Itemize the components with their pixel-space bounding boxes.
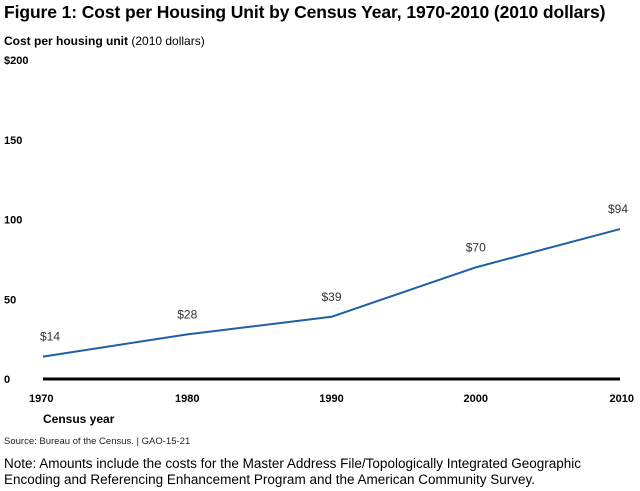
y-axis-label-main: Cost per housing unit xyxy=(4,34,128,48)
x-axis-label: Census year xyxy=(43,412,115,426)
data-label: $70 xyxy=(466,240,486,254)
y-tick-label: 100 xyxy=(4,215,22,227)
x-tick-label: 1990 xyxy=(319,393,343,405)
y-tick-label: 0 xyxy=(4,374,10,386)
note-text: Note: Amounts include the costs for the … xyxy=(4,456,582,487)
x-tick-label: 2010 xyxy=(610,393,634,405)
data-label: $39 xyxy=(321,290,341,304)
y-axis-label-unit: (2010 dollars) xyxy=(131,34,205,48)
y-tick-label: $200 xyxy=(4,55,28,67)
series-line xyxy=(42,228,621,358)
x-tick-label: 2000 xyxy=(464,393,488,405)
chart-title: Figure 1: Cost per Housing Unit by Censu… xyxy=(4,2,606,22)
y-axis-label: Cost per housing unit (2010 dollars) xyxy=(4,34,205,48)
data-label: $94 xyxy=(608,202,628,216)
x-tick-label: 1980 xyxy=(175,393,199,405)
y-tick-label: 50 xyxy=(4,294,16,306)
x-tick-label: 1970 xyxy=(29,393,53,405)
data-label: $28 xyxy=(177,307,197,321)
data-label: $14 xyxy=(40,330,60,344)
source-text: Source: Bureau of the Census. | GAO-15-2… xyxy=(4,436,191,447)
y-tick-label: 150 xyxy=(4,135,22,147)
